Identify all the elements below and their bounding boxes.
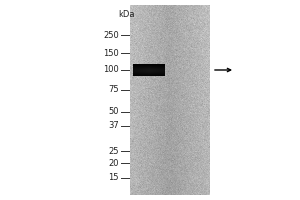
Text: 150: 150	[103, 48, 119, 58]
Text: 25: 25	[109, 146, 119, 156]
Text: 50: 50	[109, 108, 119, 116]
Text: 250: 250	[103, 30, 119, 40]
Text: 75: 75	[108, 86, 119, 95]
Text: kDa: kDa	[118, 10, 135, 19]
Text: 37: 37	[108, 121, 119, 130]
Text: 20: 20	[109, 158, 119, 168]
Text: 15: 15	[109, 173, 119, 182]
Text: 100: 100	[103, 66, 119, 74]
